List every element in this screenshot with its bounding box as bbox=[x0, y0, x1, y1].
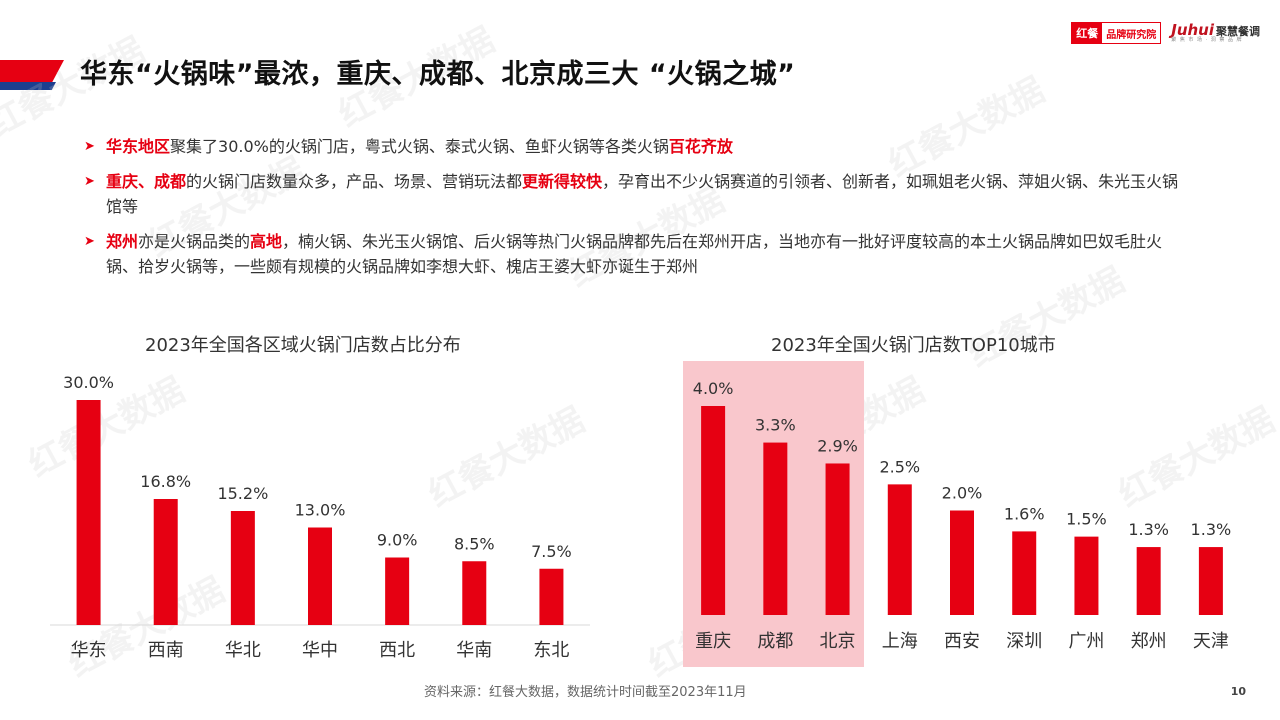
data-label: 15.2% bbox=[217, 484, 268, 503]
category-label: 华中 bbox=[302, 640, 338, 661]
bar bbox=[887, 484, 912, 615]
source-note: 资料来源：红餐大数据，数据统计时间截至2023年11月 bbox=[424, 685, 747, 700]
bullet-text: ，孕育出不少火锅赛道的引领者、创新者，如珮姐老火锅、萍姐火锅、朱光玉火锅馆等 bbox=[106, 172, 1179, 216]
category-label: 重庆 bbox=[695, 631, 731, 652]
data-label: 30.0% bbox=[63, 373, 114, 392]
bar bbox=[825, 463, 850, 615]
bar bbox=[1074, 536, 1099, 615]
category-label: 华南 bbox=[456, 640, 492, 661]
bar bbox=[701, 406, 726, 615]
data-label: 9.0% bbox=[377, 531, 418, 550]
arrow-icon: ➤ bbox=[84, 174, 95, 189]
category-label: 华北 bbox=[225, 640, 261, 661]
data-label: 3.3% bbox=[755, 416, 796, 435]
juhui-logo-latin: Juhui bbox=[1171, 21, 1214, 39]
data-label: 2.9% bbox=[817, 436, 858, 455]
data-label: 2.0% bbox=[942, 484, 983, 503]
data-label: 7.5% bbox=[531, 542, 572, 561]
bullet-text: 聚集了30.0%的火锅门店，粤式火锅、泰式火锅、鱼虾火锅等各类火锅 bbox=[170, 137, 669, 156]
category-label: 广州 bbox=[1068, 631, 1104, 652]
bar bbox=[230, 511, 255, 625]
bullet-highlight: 重庆、成都 bbox=[106, 172, 187, 191]
category-label: 北京 bbox=[820, 631, 856, 652]
category-label: 华东 bbox=[71, 640, 107, 661]
bullet-highlight: 华东地区 bbox=[106, 137, 171, 156]
category-label: 西南 bbox=[148, 640, 184, 661]
bar bbox=[462, 561, 487, 625]
page-title: 华东“火锅味”最浓，重庆、成都、北京成三大 “火锅之城” bbox=[80, 59, 796, 90]
juhui-logo-cn: 聚慧餐调 bbox=[1216, 25, 1260, 38]
data-label: 8.5% bbox=[454, 534, 495, 553]
bullet-text: ，楠火锅、朱光玉火锅馆、后火锅等热门火锅品牌都先后在郑州开店，当地亦有一批好评度… bbox=[106, 232, 1163, 276]
bullet-highlight: 郑州 bbox=[106, 232, 139, 251]
chart-title-regions: 2023年全国各区域火锅门店数占比分布 bbox=[145, 335, 461, 356]
city-chart: 4.0% 重庆 3.3% 成都 2.9% 北京 2.5% 上海 2.0% 西安 1.6% 深圳 1.5%… bbox=[693, 379, 1231, 652]
data-label: 16.8% bbox=[140, 472, 191, 491]
arrow-icon: ➤ bbox=[84, 234, 95, 249]
category-label: 上海 bbox=[882, 631, 918, 652]
category-label: 深圳 bbox=[1006, 631, 1042, 652]
bar bbox=[308, 527, 332, 625]
hongcan-logo-text: 品牌研究院 bbox=[1106, 29, 1157, 41]
logo-area: 红餐 品牌研究院 Juhui 聚慧餐调 聚 焦 市 场 · 洞 察 品 牌 bbox=[1071, 20, 1260, 46]
bullet-text: 亦是火锅品类的 bbox=[138, 232, 251, 251]
bar bbox=[385, 557, 410, 625]
bar bbox=[153, 499, 178, 625]
data-label: 2.5% bbox=[879, 457, 920, 476]
bar bbox=[950, 510, 974, 615]
data-label: 1.3% bbox=[1128, 520, 1169, 539]
data-label: 1.3% bbox=[1191, 520, 1232, 539]
bullet-highlight: 高地 bbox=[250, 232, 283, 251]
bullet-list: ➤ 华东地区聚集了30.0%的火锅门店，粤式火锅、泰式火锅、鱼虾火锅等各类火锅百花… bbox=[84, 134, 1194, 289]
hongcan-logo: 红餐 品牌研究院 bbox=[1071, 22, 1162, 44]
category-label: 天津 bbox=[1193, 631, 1229, 652]
bar bbox=[1136, 547, 1161, 615]
bullet-text: 的火锅门店数量众多，产品、场景、营销玩法都 bbox=[186, 172, 523, 191]
juhui-logo: Juhui 聚慧餐调 聚 焦 市 场 · 洞 察 品 牌 bbox=[1171, 23, 1260, 43]
data-label: 4.0% bbox=[693, 379, 734, 398]
category-label: 成都 bbox=[757, 631, 793, 652]
bar bbox=[763, 442, 788, 615]
arrow-icon: ➤ bbox=[84, 139, 95, 154]
region-chart: 30.0% 华东 16.8% 西南 15.2% 华北 13.0% 华中 9.0% 西北 8.5% 华南… bbox=[50, 373, 590, 661]
bullet-highlight: 百花齐放 bbox=[668, 137, 733, 156]
bar bbox=[539, 568, 564, 625]
bar bbox=[1012, 531, 1037, 615]
juhui-logo-sub: 聚 焦 市 场 · 洞 察 品 牌 bbox=[1171, 37, 1243, 43]
hongcan-logo-box: 红餐 bbox=[1072, 23, 1103, 43]
category-label: 西北 bbox=[379, 640, 415, 661]
category-label: 西安 bbox=[944, 631, 980, 652]
chart-title-cities: 2023年全国火锅门店数TOP10城市 bbox=[771, 335, 1056, 356]
category-label: 郑州 bbox=[1131, 631, 1167, 652]
bar bbox=[1198, 547, 1223, 615]
page-number: 10 bbox=[1230, 685, 1246, 698]
category-label: 东北 bbox=[533, 640, 569, 661]
data-label: 1.5% bbox=[1066, 510, 1107, 529]
bullet-highlight: 更新得较快 bbox=[522, 172, 603, 191]
juhui-logo-main: Juhui 聚慧餐调 bbox=[1171, 23, 1260, 38]
data-label: 13.0% bbox=[295, 501, 346, 520]
bullet-item: ➤ 郑州亦是火锅品类的高地，楠火锅、朱光玉火锅馆、后火锅等热门火锅品牌都先后在郑州… bbox=[84, 229, 1194, 279]
bullet-item: ➤ 华东地区聚集了30.0%的火锅门店，粤式火锅、泰式火锅、鱼虾火锅等各类火锅百花… bbox=[84, 134, 1194, 159]
bullet-item: ➤ 重庆、成都的火锅门店数量众多，产品、场景、营销玩法都更新得较快，孕育出不少火锅… bbox=[84, 169, 1194, 219]
bar bbox=[76, 400, 101, 625]
data-label: 1.6% bbox=[1004, 504, 1045, 523]
